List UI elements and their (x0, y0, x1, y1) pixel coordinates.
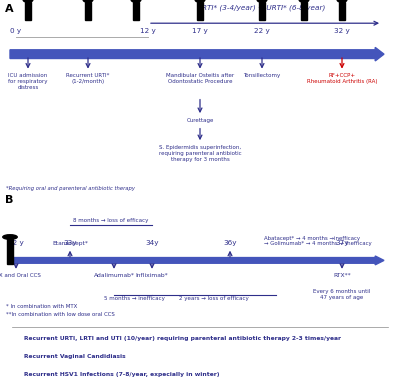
Text: 34y: 34y (145, 241, 159, 247)
Bar (25, 2, 31, 20)
Text: Infliximab*: Infliximab* (136, 273, 168, 278)
Text: 17 y: 17 y (192, 28, 208, 34)
Text: 32 y: 32 y (334, 28, 350, 34)
Circle shape (131, 0, 141, 2)
Circle shape (3, 235, 17, 239)
Circle shape (337, 0, 347, 2)
Text: 36y: 36y (223, 241, 237, 247)
Text: *Requiring oral and parenteral antibiotic therapy: *Requiring oral and parenteral antibioti… (6, 187, 135, 192)
Text: LRTI* (3-4/year) + URTI* (6-8/year): LRTI* (3-4/year) + URTI* (6-8/year) (198, 5, 326, 11)
Text: RTX**: RTX** (333, 273, 351, 278)
Text: ▲: ▲ (299, 5, 309, 19)
Text: 32 y: 32 y (8, 241, 24, 247)
Bar (301, 2, 307, 20)
FancyArrow shape (10, 256, 384, 265)
Text: 8 months → loss of efficacy: 8 months → loss of efficacy (73, 218, 148, 223)
Text: ▲: ▲ (195, 5, 205, 19)
Text: MTX and Oral CCS: MTX and Oral CCS (0, 273, 41, 278)
Text: S. Epidermidis superinfection,
requiring parenteral antibiotic
therapy for 3 mon: S. Epidermidis superinfection, requiring… (159, 145, 241, 162)
FancyArrow shape (10, 47, 384, 61)
Text: Every 6 months until
47 years of age: Every 6 months until 47 years of age (313, 290, 371, 300)
Text: A: A (5, 4, 14, 14)
Text: Curettage: Curettage (186, 118, 214, 123)
Bar (339, 2, 345, 20)
Text: Etanercept*: Etanercept* (52, 242, 88, 247)
Text: Tonsillectomy: Tonsillectomy (243, 74, 281, 79)
Text: Recurrent URTI*
(1-2/month): Recurrent URTI* (1-2/month) (66, 74, 110, 84)
Circle shape (195, 0, 205, 2)
Circle shape (299, 0, 309, 2)
Circle shape (257, 0, 267, 2)
Bar (197, 2, 203, 20)
Text: Recurrent HSV1 Infections (7-8/year, expecially in winter): Recurrent HSV1 Infections (7-8/year, exp… (24, 372, 220, 376)
Text: 37y: 37y (335, 241, 349, 247)
Text: Mandibular Osteitis after
Odontostatic Procedure: Mandibular Osteitis after Odontostatic P… (166, 74, 234, 84)
Text: ▲: ▲ (24, 9, 32, 19)
Bar (133, 2, 139, 20)
Text: 12 y: 12 y (140, 28, 156, 34)
Text: Abatacept* → 4 months →inefficacy
→ Golimumab* → 4 months → inefficacy: Abatacept* → 4 months →inefficacy → Goli… (264, 236, 372, 247)
Bar (7, 239, 13, 264)
Text: Recurrent URTI, LRTI and UTI (10/year) requiring parenteral antibiotic therapy 2: Recurrent URTI, LRTI and UTI (10/year) r… (24, 336, 341, 341)
Text: B: B (5, 195, 13, 205)
Circle shape (23, 0, 33, 2)
Text: Recurrent Vaginal Candidiasis: Recurrent Vaginal Candidiasis (24, 354, 126, 359)
Bar (85, 2, 91, 20)
Text: * In combination with MTX: * In combination with MTX (6, 304, 77, 309)
Circle shape (83, 0, 93, 2)
Text: **In combination with low dose oral CCS: **In combination with low dose oral CCS (6, 312, 115, 317)
Text: 0 y: 0 y (10, 28, 22, 34)
Text: ICU admission
for respiratory
distress: ICU admission for respiratory distress (8, 74, 48, 90)
Text: ▲: ▲ (337, 5, 347, 19)
Text: ▲: ▲ (257, 5, 267, 19)
Text: RF+CCP+
Rheumatoid Arthritis (RA): RF+CCP+ Rheumatoid Arthritis (RA) (307, 74, 377, 84)
Text: ▲: ▲ (131, 7, 141, 19)
Text: 5 months → inefficacy: 5 months → inefficacy (104, 296, 164, 301)
Text: Adalimumab*: Adalimumab* (94, 273, 134, 278)
Text: 33y: 33y (63, 241, 77, 247)
Bar (259, 2, 265, 20)
Text: 22 y: 22 y (254, 28, 270, 34)
Text: ▲: ▲ (83, 7, 93, 19)
Text: 2 years → loss of efficacy: 2 years → loss of efficacy (179, 296, 249, 301)
